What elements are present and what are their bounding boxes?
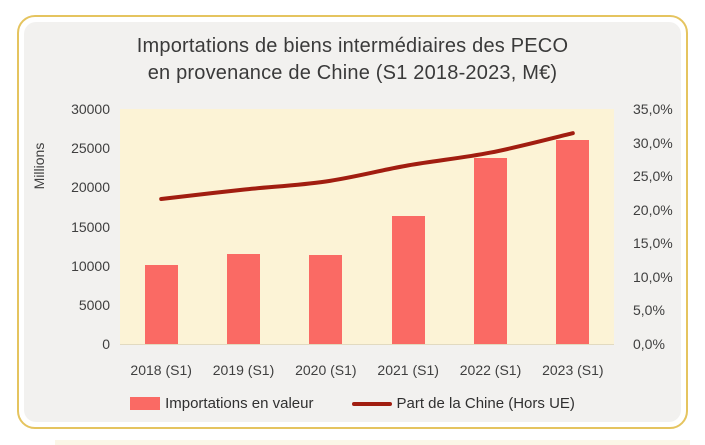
bar [144,264,178,344]
bar [309,254,343,344]
plot-area [120,109,614,345]
line-swatch-icon [351,401,392,406]
x-axis-label: 2021 (S1) [377,362,439,378]
right-axis-tick-label: 30,0% [633,134,673,151]
x-axis-label: 2023 (S1) [542,362,604,378]
chart-card: Importations de biens intermédiaires des… [17,15,688,429]
legend-label-china-share: Part de la Chine (Hors UE) [396,395,575,412]
right-axis-tick-label: 20,0% [633,201,673,218]
right-axis-tick-label: 25,0% [633,168,673,185]
bar [391,216,425,344]
left-axis-tick-label: 10000 [71,257,110,274]
china-share-line [159,131,575,201]
bar [227,253,260,344]
left-axis-tick-label: 25000 [71,140,110,157]
right-axis-tick-label: 0,0% [633,336,665,352]
x-axis-label: 2020 (S1) [295,362,357,378]
left-axis-tick-label: 5000 [78,296,110,313]
chart-title: Importations de biens intermédiaires des… [19,33,686,87]
x-axis-label: 2019 (S1) [212,362,275,378]
left-axis-tick-label: 30000 [71,101,110,117]
chart-title-line2: en provenance de Chine (S1 2018-2023, M€… [147,62,558,84]
left-axis-tick-label: 0 [102,336,110,352]
left-axis-title: Millions [31,142,47,190]
right-axis-tick-label: 15,0% [633,235,673,252]
bar [556,139,590,344]
chart-title-line1: Importations de biens intermédiaires des… [136,35,569,57]
line-chart-svg [159,131,575,201]
left-axis-tick-label: 15000 [71,218,110,235]
legend-label-imports: Importations en valeur [165,395,314,412]
legend-item-china-share: Part de la Chine (Hors UE) [351,395,575,412]
left-axis-tick-label: 20000 [71,179,110,196]
bar-swatch-icon [130,397,161,410]
legend: Importations en valeur Part de la Chine … [19,395,686,412]
x-axis-label: 2018 (S1) [130,362,192,378]
bar [474,158,507,344]
x-axis-label: 2022 (S1) [459,362,522,378]
right-axis-tick-label: 10,0% [633,268,673,285]
right-axis-tick-label: 35,0% [633,101,673,117]
legend-item-imports: Importations en valeur [130,395,314,412]
right-axis-tick-label: 5,0% [633,302,665,319]
next-section-edge [55,440,690,445]
